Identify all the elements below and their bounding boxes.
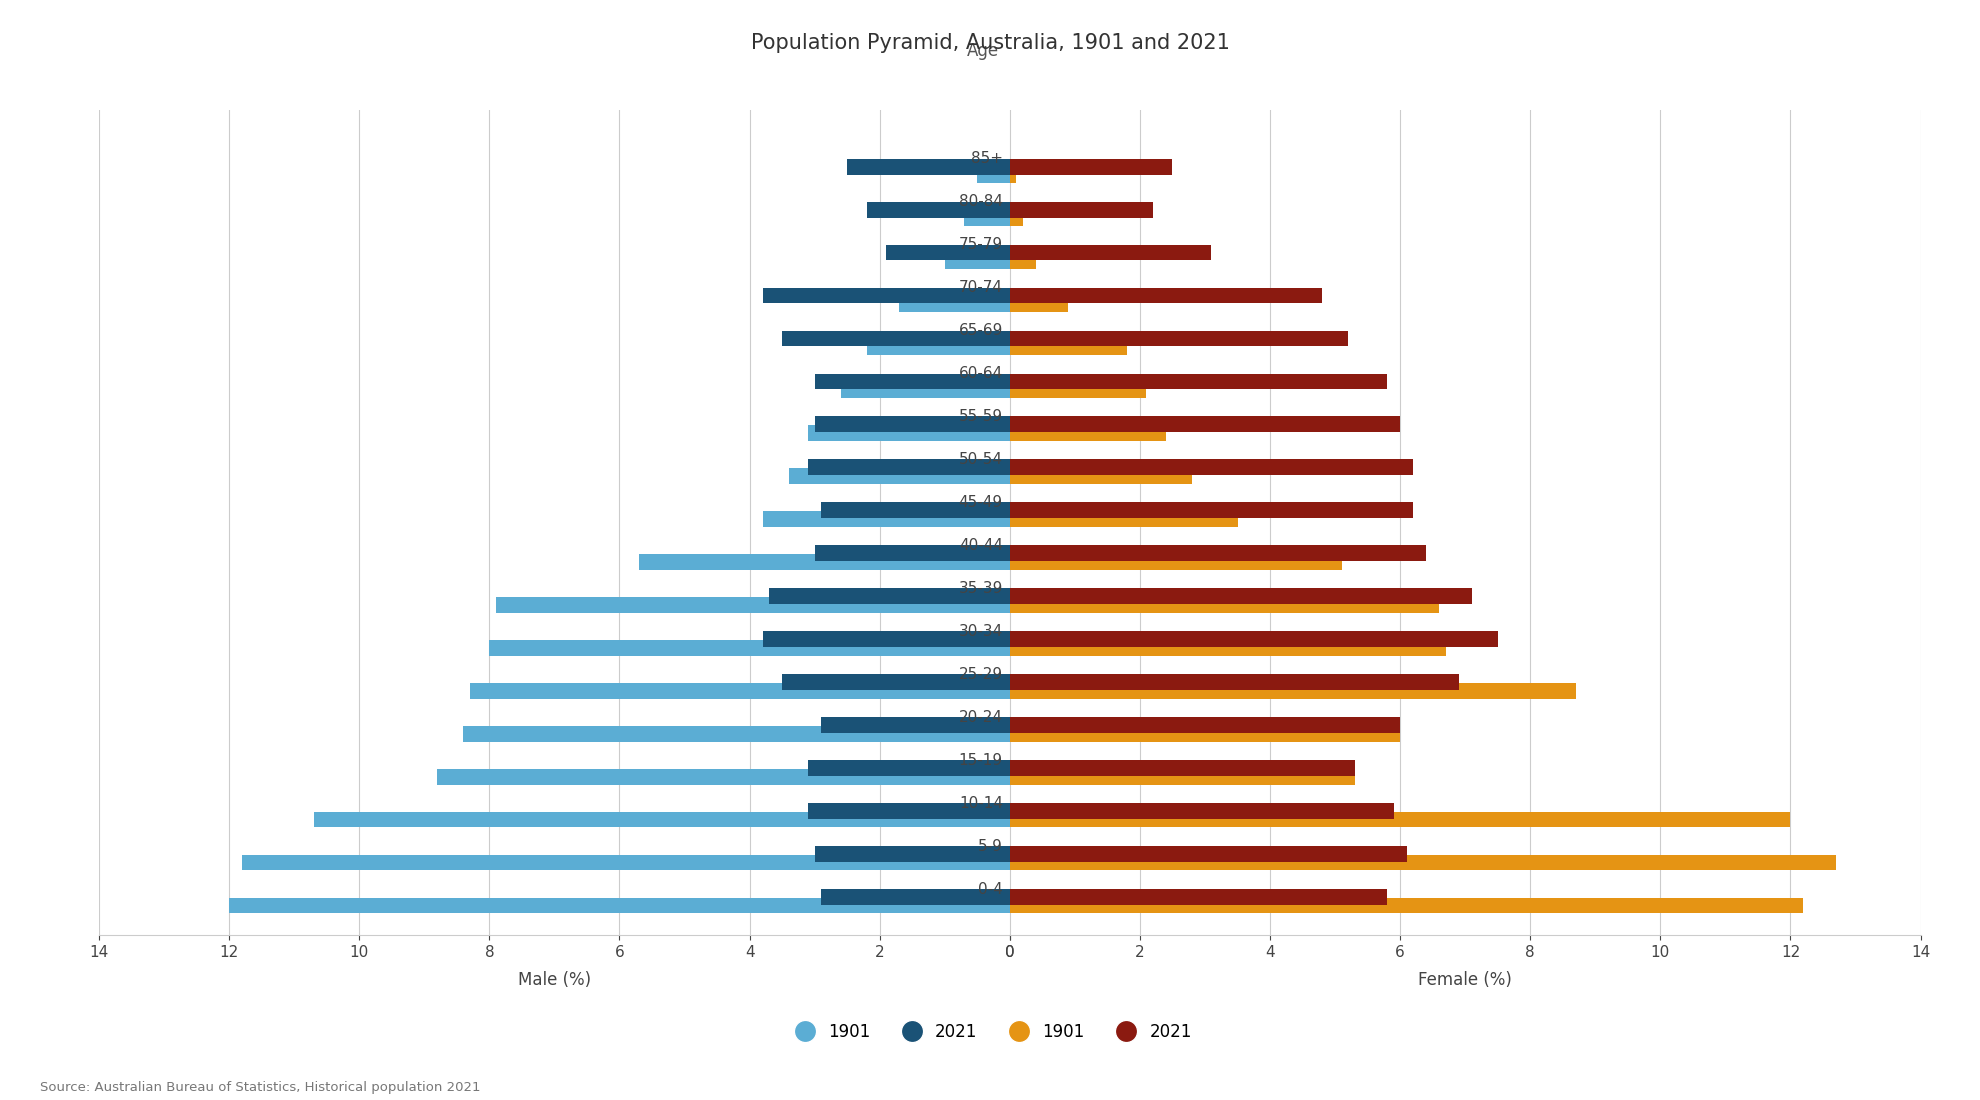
Bar xyxy=(782,330,1010,346)
Bar xyxy=(1010,374,1388,389)
Bar xyxy=(463,726,1010,741)
Bar xyxy=(242,855,1010,870)
Bar xyxy=(1010,382,1146,398)
Bar xyxy=(1010,296,1069,311)
Bar xyxy=(808,803,1010,820)
Bar xyxy=(822,717,1010,734)
Bar xyxy=(640,553,1010,570)
Bar xyxy=(814,846,1010,862)
Bar xyxy=(1010,210,1024,225)
Bar xyxy=(978,167,1010,183)
X-axis label: Female (%): Female (%) xyxy=(1418,971,1513,989)
Bar xyxy=(1010,717,1400,734)
Bar xyxy=(1010,631,1497,647)
Bar xyxy=(808,760,1010,777)
Bar xyxy=(964,210,1010,225)
Text: Population Pyramid, Australia, 1901 and 2021: Population Pyramid, Australia, 1901 and … xyxy=(750,33,1230,53)
Bar xyxy=(768,588,1010,604)
Bar xyxy=(847,158,1010,175)
Bar xyxy=(313,812,1010,827)
Bar xyxy=(1010,726,1400,741)
Bar xyxy=(814,374,1010,389)
Bar xyxy=(495,596,1010,613)
Bar xyxy=(762,287,1010,304)
Bar xyxy=(808,425,1010,441)
Bar xyxy=(1010,158,1172,175)
Bar xyxy=(814,546,1010,561)
Bar xyxy=(1010,339,1127,355)
Bar xyxy=(1010,898,1804,913)
Bar xyxy=(1010,803,1394,820)
Text: Age: Age xyxy=(966,43,998,60)
Bar xyxy=(1010,812,1790,827)
Bar xyxy=(1010,468,1192,484)
Bar xyxy=(762,510,1010,527)
Bar xyxy=(1010,683,1576,698)
Bar xyxy=(1010,769,1354,784)
Bar xyxy=(782,674,1010,690)
X-axis label: Male (%): Male (%) xyxy=(519,971,590,989)
Bar xyxy=(822,503,1010,518)
Bar xyxy=(822,889,1010,905)
Bar xyxy=(1010,425,1166,441)
Text: Source: Australian Bureau of Statistics, Historical population 2021: Source: Australian Bureau of Statistics,… xyxy=(40,1081,479,1094)
Bar xyxy=(1010,846,1406,862)
Bar xyxy=(899,296,1010,311)
Bar xyxy=(469,683,1010,698)
Bar xyxy=(867,339,1010,355)
Bar xyxy=(1010,760,1354,777)
Bar xyxy=(1010,674,1459,690)
Bar xyxy=(1010,287,1323,304)
Bar xyxy=(1010,244,1212,261)
Bar xyxy=(1010,855,1835,870)
Bar xyxy=(1010,201,1152,218)
Bar xyxy=(887,244,1010,261)
Bar xyxy=(1010,417,1400,432)
Bar xyxy=(808,460,1010,475)
Bar xyxy=(230,898,1010,913)
Bar xyxy=(438,769,1010,784)
Bar xyxy=(1010,889,1388,905)
Bar xyxy=(1010,330,1348,346)
Legend: 1901, 2021, 1901, 2021: 1901, 2021, 1901, 2021 xyxy=(782,1016,1198,1047)
Bar xyxy=(1010,596,1439,613)
Bar xyxy=(944,253,1010,268)
Bar xyxy=(1010,460,1414,475)
Bar xyxy=(1010,503,1414,518)
Bar xyxy=(1010,546,1426,561)
Bar xyxy=(1010,640,1445,656)
Bar xyxy=(489,640,1010,656)
Bar xyxy=(867,201,1010,218)
Bar xyxy=(1010,510,1238,527)
Bar xyxy=(788,468,1010,484)
Bar xyxy=(842,382,1010,398)
Bar xyxy=(814,417,1010,432)
Bar xyxy=(1010,253,1036,268)
Bar xyxy=(762,631,1010,647)
Bar xyxy=(1010,588,1471,604)
Bar xyxy=(1010,553,1342,570)
Bar xyxy=(1010,167,1016,183)
